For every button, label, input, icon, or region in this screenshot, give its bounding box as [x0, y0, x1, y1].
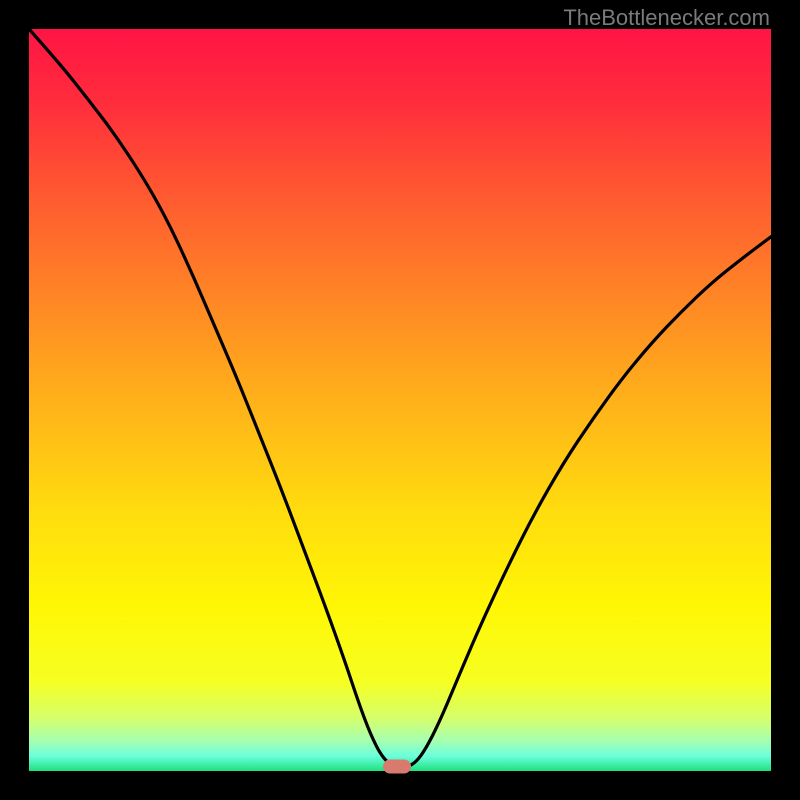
watermark-text: TheBottlenecker.com	[563, 5, 770, 31]
chart-stage: TheBottlenecker.com	[0, 0, 800, 800]
plot-background	[29, 29, 771, 771]
gradient-plot	[0, 0, 800, 800]
minimum-marker	[383, 760, 411, 774]
